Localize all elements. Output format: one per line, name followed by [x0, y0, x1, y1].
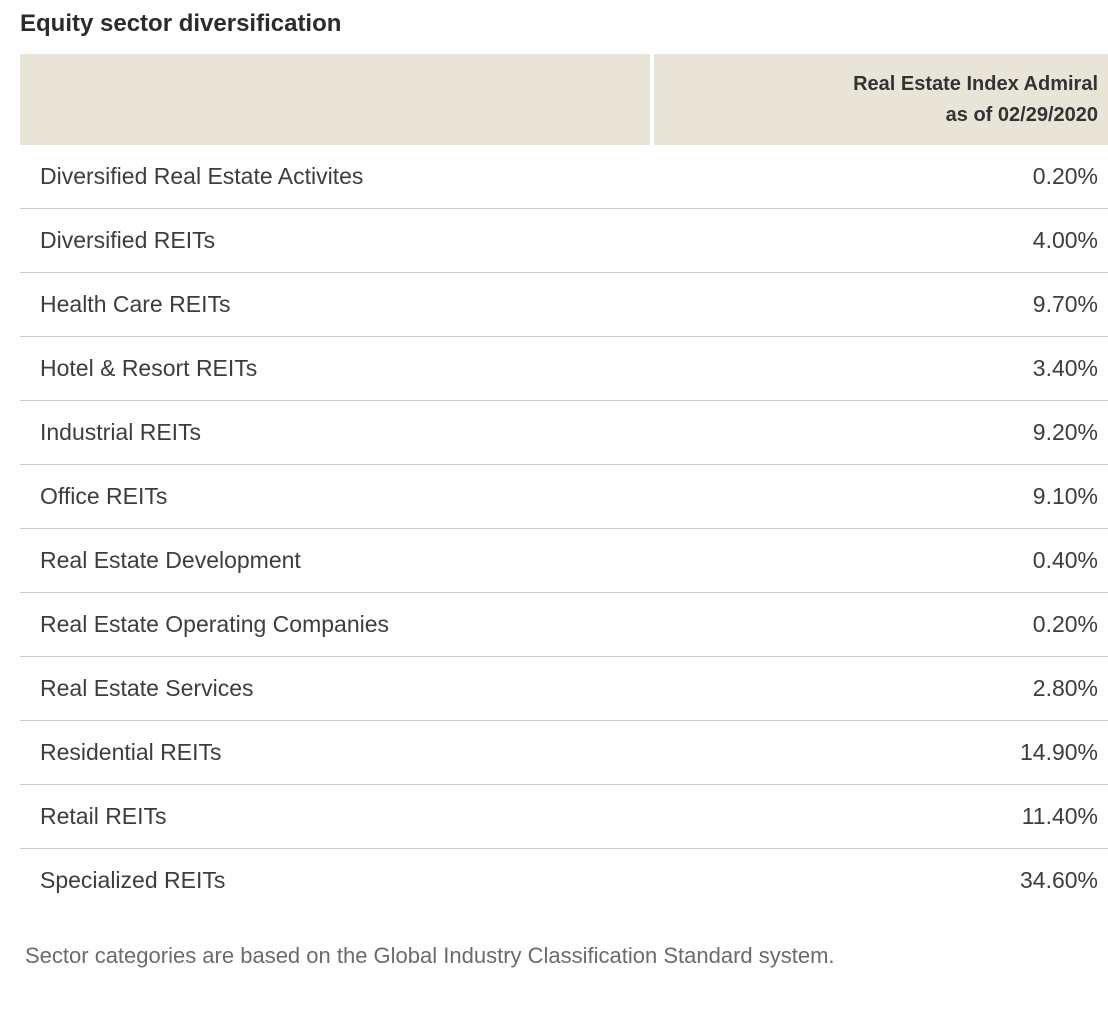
fund-column-header: Real Estate Index Admiral as of 02/29/20… — [650, 54, 1108, 145]
table-row: Retail REITs 11.40% — [20, 784, 1108, 849]
fund-name-label: Real Estate Index Admiral — [853, 72, 1098, 95]
sector-weight-cell: 0.20% — [652, 592, 1108, 657]
table-row: Real Estate Development 0.40% — [20, 528, 1108, 593]
sector-weight-cell: 34.60% — [652, 848, 1108, 912]
sector-weight-cell: 0.40% — [652, 528, 1108, 593]
sector-name-cell: Real Estate Services — [20, 656, 652, 721]
equity-sector-diversification-table: Real Estate Index Admiral as of 02/29/20… — [20, 54, 1108, 912]
table-row: Diversified Real Estate Activites 0.20% — [20, 145, 1108, 209]
sector-name-cell: Real Estate Operating Companies — [20, 592, 652, 657]
sector-weight-cell: 2.80% — [652, 656, 1108, 721]
as-of-date-label: as of 02/29/2020 — [945, 103, 1098, 126]
sector-name-cell: Retail REITs — [20, 784, 652, 849]
table-row: Industrial REITs 9.20% — [20, 400, 1108, 465]
sector-weight-cell: 0.20% — [1032, 163, 1098, 189]
table-header-row: Real Estate Index Admiral as of 02/29/20… — [20, 54, 1108, 145]
sector-name-cell: Industrial REITs — [20, 400, 652, 465]
empty-header-cell — [20, 54, 652, 145]
sector-name-cell: Specialized REITs — [20, 848, 652, 912]
sector-weight-cell: 9.70% — [652, 272, 1108, 337]
table-body: Diversified Real Estate Activites 0.20% … — [20, 145, 1108, 912]
sector-name-cell: Real Estate Development — [20, 528, 652, 593]
table-row: Real Estate Operating Companies 0.20% — [20, 592, 1108, 657]
table-row: Office REITs 9.10% — [20, 464, 1108, 529]
gics-footnote: Sector categories are based on the Globa… — [25, 943, 835, 968]
sector-weight-cell: 3.40% — [652, 336, 1108, 401]
table-row: Diversified REITs 4.00% — [20, 208, 1108, 273]
sector-weight-cell: 9.20% — [652, 400, 1108, 465]
sector-name-cell: Residential REITs — [20, 720, 652, 785]
sector-weight-cell: 4.00% — [652, 208, 1108, 273]
table-row: Health Care REITs 9.70% — [20, 272, 1108, 337]
sector-weight-cell: 9.10% — [652, 464, 1108, 529]
table-row: Specialized REITs 34.60% — [20, 848, 1108, 912]
sector-weight-cell: 14.90% — [652, 720, 1108, 785]
sector-name-cell: Diversified Real Estate Activites — [40, 163, 364, 189]
page-title: Equity sector diversification — [20, 10, 342, 37]
sector-name-cell: Health Care REITs — [20, 272, 652, 337]
table-header: Real Estate Index Admiral as of 02/29/20… — [20, 54, 1108, 145]
sector-weight-cell: 11.40% — [652, 784, 1108, 849]
table-row: Real Estate Services 2.80% — [20, 656, 1108, 721]
sector-name-cell: Hotel & Resort REITs — [20, 336, 652, 401]
sector-name-cell: Office REITs — [20, 464, 652, 529]
table-row: Hotel & Resort REITs 3.40% — [20, 336, 1108, 401]
sector-name-cell: Diversified REITs — [20, 208, 652, 273]
table-row: Residential REITs 14.90% — [20, 720, 1108, 785]
